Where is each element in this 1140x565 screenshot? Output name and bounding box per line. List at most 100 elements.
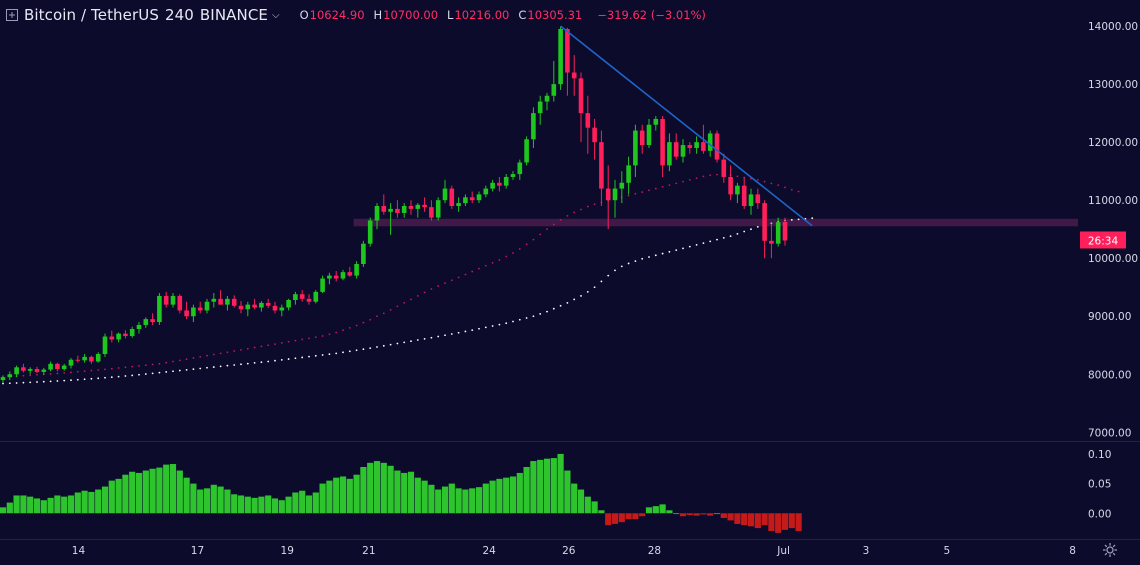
ma-fast-point bbox=[117, 367, 120, 369]
trendline[interactable] bbox=[560, 25, 813, 227]
indicator-bar bbox=[176, 470, 183, 514]
ma-fast bbox=[2, 173, 800, 379]
candle bbox=[327, 272, 332, 285]
ma-slow-point bbox=[226, 364, 229, 367]
candle-body bbox=[558, 29, 563, 85]
ma-fast-point bbox=[396, 305, 399, 308]
candle bbox=[469, 191, 475, 204]
exchange-label[interactable]: BINANCE bbox=[199, 6, 268, 24]
ma-fast-point bbox=[430, 288, 433, 290]
ma-slow-point bbox=[219, 365, 222, 368]
candle-body bbox=[633, 130, 638, 166]
gear-icon[interactable] bbox=[1102, 542, 1118, 558]
indicator-bar bbox=[727, 513, 734, 521]
indicator-bar bbox=[761, 513, 768, 526]
ma-slow-point bbox=[668, 250, 671, 253]
candle bbox=[728, 165, 733, 201]
ma-slow-point bbox=[729, 235, 732, 238]
ma-slow-point bbox=[518, 318, 521, 321]
chevron-down-icon[interactable]: ⌵ bbox=[271, 9, 280, 21]
candle bbox=[714, 130, 720, 163]
candle-body bbox=[415, 204, 421, 209]
candle-body bbox=[333, 275, 339, 279]
indicator-tick-label: 0.10 bbox=[1088, 449, 1111, 461]
ma-fast-point bbox=[124, 366, 127, 369]
ma-slow-point bbox=[389, 343, 392, 346]
candle bbox=[544, 92, 550, 111]
candle-body bbox=[252, 304, 257, 308]
candle-body bbox=[102, 336, 108, 354]
indicator-bar bbox=[455, 488, 462, 514]
indicator-bar bbox=[353, 474, 360, 514]
ma-slow-point bbox=[36, 381, 38, 383]
expand-square-icon[interactable] bbox=[6, 9, 18, 21]
candle bbox=[503, 174, 509, 189]
candle-body bbox=[490, 182, 495, 189]
ma-fast-point bbox=[212, 353, 215, 356]
indicator-bar bbox=[571, 483, 578, 514]
ma-slow-point bbox=[532, 315, 535, 318]
ma-fast-point bbox=[206, 354, 208, 357]
indicator-bar bbox=[265, 495, 272, 514]
ma-fast-point bbox=[709, 174, 712, 177]
ma-slow-point bbox=[301, 356, 304, 359]
indicator-bar bbox=[237, 495, 245, 514]
indicator-bar bbox=[142, 470, 149, 514]
candle-body bbox=[129, 329, 135, 336]
price-tick-label: 13000.00 bbox=[1088, 79, 1138, 91]
countdown-badge: 26:34 bbox=[1080, 231, 1126, 249]
price-tick-label: 9000.00 bbox=[1088, 311, 1131, 323]
indicator-bar bbox=[707, 513, 714, 516]
ma-fast-point bbox=[97, 369, 100, 371]
time-tick-label: 17 bbox=[191, 545, 204, 557]
ma-slow-point bbox=[471, 329, 474, 332]
indicator-bar bbox=[741, 513, 748, 526]
indicator-bar bbox=[720, 513, 727, 519]
price-tick-label: 8000.00 bbox=[1088, 369, 1131, 381]
indicator-bar bbox=[13, 495, 20, 514]
candle-body bbox=[524, 139, 529, 163]
ma-fast-point bbox=[641, 191, 644, 193]
candle-body bbox=[361, 243, 366, 265]
candle bbox=[463, 194, 468, 206]
ma-slow-point bbox=[682, 247, 684, 250]
ma-slow-point bbox=[464, 330, 467, 333]
ma-fast-point bbox=[491, 261, 494, 264]
indicator-bar bbox=[61, 496, 68, 514]
ma-slow-point bbox=[620, 265, 623, 268]
candle-body bbox=[347, 272, 353, 276]
candle-body bbox=[660, 118, 665, 166]
ma-fast-point bbox=[342, 329, 344, 332]
candle bbox=[775, 217, 781, 247]
candle-body bbox=[755, 194, 761, 204]
candle bbox=[578, 72, 584, 143]
ma-slow-point bbox=[178, 369, 181, 372]
interval-label[interactable]: 240 bbox=[164, 6, 194, 24]
ma-slow-point bbox=[505, 322, 508, 325]
ma-fast-point bbox=[702, 175, 705, 178]
indicator-bar bbox=[768, 513, 775, 532]
candle bbox=[150, 313, 155, 325]
candle-body bbox=[89, 356, 94, 362]
candle bbox=[231, 295, 237, 308]
candle-body bbox=[551, 84, 557, 96]
candle bbox=[653, 116, 659, 131]
indicator-bar bbox=[67, 495, 75, 514]
candle-body bbox=[578, 78, 584, 114]
candle-body bbox=[150, 319, 155, 323]
ma-slow-point bbox=[525, 317, 528, 319]
price-tick-label: 7000.00 bbox=[1088, 427, 1131, 439]
ma-fast-point bbox=[423, 291, 426, 294]
indicator-bar bbox=[523, 466, 530, 514]
indicator-bar bbox=[469, 488, 476, 514]
ma-slow-point bbox=[546, 310, 548, 313]
ma-fast-point bbox=[29, 374, 32, 377]
ma-slow-point bbox=[457, 331, 460, 334]
candle-body bbox=[503, 176, 509, 186]
symbol-name[interactable]: Bitcoin / TetherUS bbox=[24, 6, 159, 24]
indicator-bar bbox=[645, 507, 653, 514]
indicator-bar bbox=[652, 506, 659, 514]
indicator-tick-label: 0.05 bbox=[1088, 479, 1111, 491]
ma-slow-point bbox=[573, 298, 576, 301]
